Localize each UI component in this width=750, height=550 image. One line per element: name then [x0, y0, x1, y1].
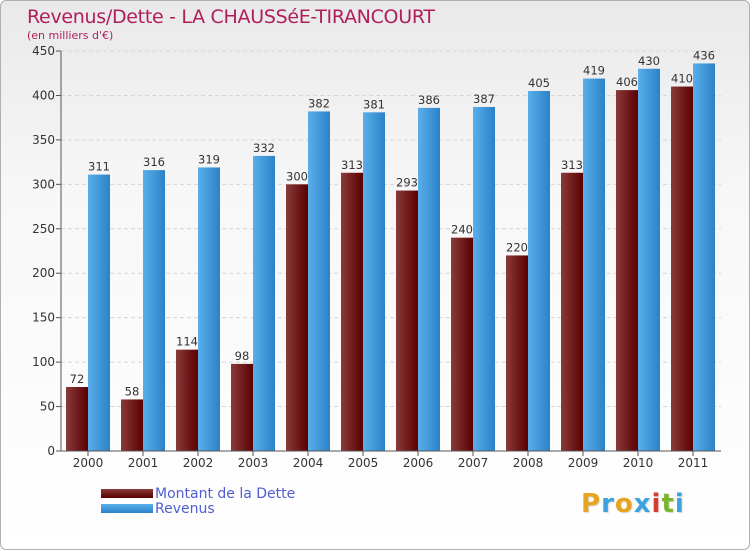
- data-label-dette: 300: [286, 169, 308, 183]
- y-tick-label: 400: [32, 88, 55, 102]
- bar-revenus: [693, 63, 715, 451]
- bar-revenus: [143, 170, 165, 451]
- data-label-dette: 58: [125, 384, 140, 398]
- logo-letter: r: [601, 489, 615, 519]
- bar-dette: [176, 349, 198, 451]
- y-tick-label: 150: [32, 311, 55, 325]
- logo-letter: i: [651, 489, 662, 519]
- x-tick-label: 2003: [238, 456, 269, 470]
- legend-label-dette: Montant de la Dette: [155, 485, 296, 502]
- x-tick-label: 2001: [128, 456, 159, 470]
- data-label-dette: 406: [616, 75, 638, 89]
- data-label-revenus: 386: [418, 93, 440, 107]
- bar-revenus: [473, 107, 495, 451]
- logo-letter: x: [633, 489, 652, 519]
- data-label-revenus: 405: [528, 76, 550, 90]
- bar-revenus: [308, 111, 330, 451]
- bar-revenus: [528, 91, 550, 451]
- data-label-dette: 72: [70, 372, 85, 386]
- x-tick-label: 2007: [458, 456, 489, 470]
- x-tick-label: 2002: [183, 456, 214, 470]
- data-label-dette: 313: [561, 158, 583, 172]
- data-label-revenus: 382: [308, 96, 330, 110]
- proxiti-logo: Proxiti: [581, 489, 685, 519]
- bar-revenus: [198, 167, 220, 451]
- bar-dette: [286, 184, 308, 452]
- bar-revenus: [418, 107, 440, 451]
- legend-swatch-dette: [101, 489, 153, 498]
- x-tick-label: 2008: [513, 456, 544, 470]
- y-tick-label: 200: [32, 266, 55, 280]
- x-tick-label: 2010: [623, 456, 654, 470]
- legend-label-revenus: Revenus: [155, 500, 215, 517]
- data-label-revenus: 436: [693, 48, 715, 62]
- bar-dette: [671, 86, 693, 452]
- data-label-revenus: 316: [143, 155, 165, 169]
- bar-dette: [341, 172, 363, 451]
- data-label-revenus: 319: [198, 152, 220, 166]
- y-tick-label: 300: [32, 177, 55, 191]
- bar-dette: [396, 190, 418, 452]
- data-label-dette: 410: [671, 72, 693, 86]
- x-tick-label: 2000: [73, 456, 104, 470]
- x-tick-label: 2006: [403, 456, 434, 470]
- data-label-revenus: 311: [88, 160, 110, 174]
- bar-dette: [231, 363, 253, 451]
- y-tick-label: 0: [47, 444, 55, 458]
- bar-revenus: [363, 112, 385, 451]
- data-label-revenus: 381: [363, 97, 385, 111]
- bar-revenus: [88, 174, 110, 452]
- data-label-dette: 313: [341, 158, 363, 172]
- data-label-revenus: 332: [253, 141, 275, 155]
- data-label-dette: 220: [506, 240, 528, 254]
- logo-letter: o: [614, 489, 634, 519]
- y-tick-label: 450: [32, 44, 55, 58]
- logo-letter: t: [661, 489, 675, 519]
- data-label-dette: 293: [396, 176, 418, 190]
- x-tick-label: 2009: [568, 456, 599, 470]
- x-tick-label: 2005: [348, 456, 379, 470]
- bar-dette: [616, 90, 638, 451]
- bar-dette: [451, 237, 473, 451]
- data-label-revenus: 387: [473, 92, 495, 106]
- bar-revenus: [638, 68, 660, 452]
- x-tick-label: 2011: [678, 456, 709, 470]
- legend: Montant de la Dette Revenus: [101, 485, 296, 517]
- data-label-revenus: 430: [638, 54, 660, 68]
- bar-dette: [506, 255, 528, 451]
- bar-dette: [561, 172, 583, 451]
- chart-title: Revenus/Dette - LA CHAUSSéE-TIRANCOURT: [27, 6, 435, 28]
- data-label-dette: 240: [451, 223, 473, 237]
- legend-swatch-revenus: [101, 504, 153, 513]
- y-tick-label: 50: [40, 400, 55, 414]
- legend-item-dette: Montant de la Dette: [101, 485, 296, 502]
- logo-letter: P: [581, 489, 602, 519]
- chart-subtitle: (en milliers d'€): [27, 29, 114, 42]
- bar-dette: [121, 399, 143, 451]
- data-label-dette: 98: [235, 349, 250, 363]
- bar-revenus: [583, 78, 605, 452]
- data-label-dette: 114: [176, 335, 198, 349]
- y-tick-label: 250: [32, 222, 55, 236]
- x-tick-label: 2004: [293, 456, 324, 470]
- data-label-revenus: 419: [583, 64, 605, 78]
- logo-letter: i: [674, 489, 685, 519]
- y-tick-label: 350: [32, 133, 55, 147]
- y-tick-label: 100: [32, 355, 55, 369]
- bar-revenus: [253, 155, 275, 451]
- legend-item-revenus: Revenus: [101, 500, 295, 517]
- bar-dette: [66, 387, 88, 451]
